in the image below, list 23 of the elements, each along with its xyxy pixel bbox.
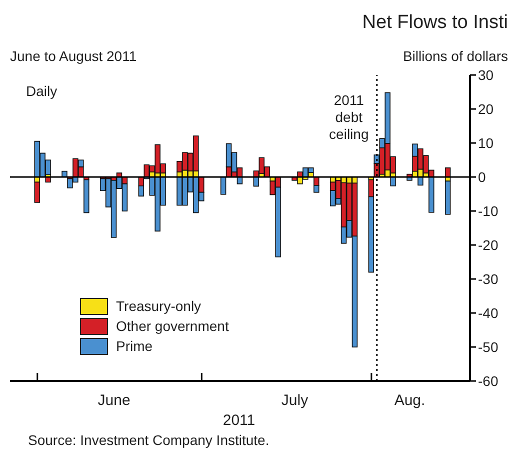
y-tick-label: 0	[478, 168, 486, 185]
y-tick-label: 20	[478, 100, 494, 117]
y-tick-label: -60	[478, 372, 498, 389]
y-tick-label: -40	[478, 304, 498, 321]
legend-label: Other government	[116, 318, 229, 334]
y-tick-label: -50	[478, 338, 498, 355]
y-tick-label: -20	[478, 236, 498, 253]
y-tick-label: 10	[478, 134, 494, 151]
legend-label: Treasury-only	[116, 298, 202, 314]
x-tick-label: Aug.	[394, 392, 426, 409]
source-note: Source: Investment Company Institute.	[28, 432, 270, 448]
y-tick-label: -30	[478, 270, 498, 287]
legend-label: Prime	[116, 338, 153, 354]
y-axis-title: Billions of dollars	[402, 48, 508, 64]
y-tick-label: -10	[478, 202, 498, 219]
x-tick-label: July	[281, 392, 309, 409]
y-tick-label: 30	[478, 66, 494, 83]
annotation: Daily	[26, 83, 58, 99]
x-tick-label: June	[98, 392, 130, 409]
chart-title: Net Flows to Insti	[362, 12, 508, 34]
chart-subtitle: June to August 2011	[10, 48, 137, 64]
x-axis-title: 2011	[222, 412, 256, 429]
ref-line-label: 2011 debt ceiling	[329, 92, 369, 142]
